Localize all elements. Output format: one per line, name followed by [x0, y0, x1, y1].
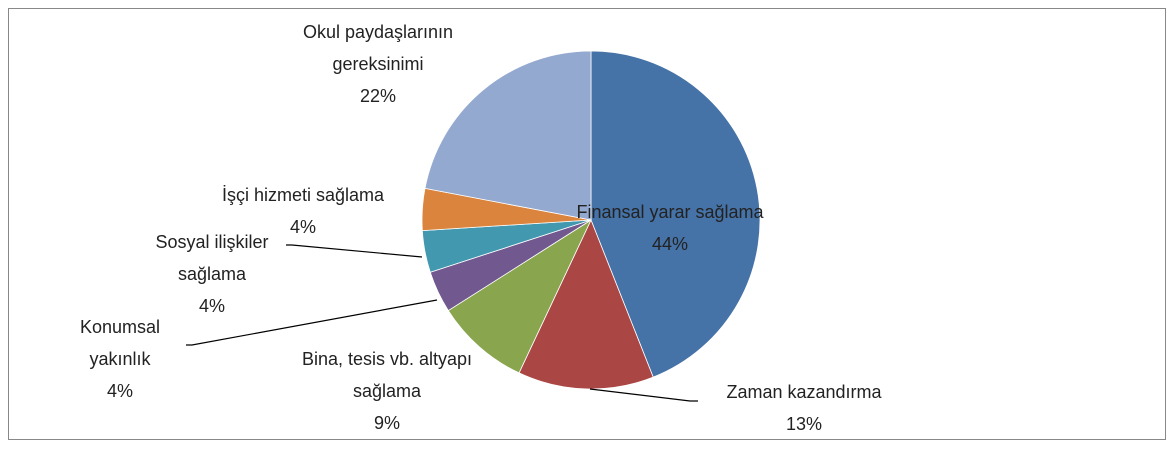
category-label: Zaman kazandırma	[726, 382, 882, 402]
value-label: 9%	[373, 413, 400, 433]
value-label: 4%	[198, 296, 225, 316]
value-label: 4%	[106, 381, 133, 401]
slice-label: Finansal yarar sağlama 44%	[570, 196, 770, 260]
pie-slice	[447, 218, 592, 374]
slice-label: Zaman kazandırma 13%	[684, 376, 924, 440]
pie-slice	[590, 50, 761, 378]
leader-line	[286, 244, 423, 258]
leader-line	[186, 299, 438, 346]
slice-label: Konumsal yakınlık 4%	[60, 311, 180, 407]
slice-label: Okul paydaşlarının gereksinimi 22%	[268, 16, 488, 112]
category-label: İşçi hizmeti sağlama	[221, 185, 385, 205]
value-label: 4%	[289, 217, 316, 237]
category-label: Bina, tesis vb. altyapı sağlama	[301, 349, 473, 401]
leader-line	[589, 388, 698, 402]
value-label: 22%	[359, 86, 397, 106]
slice-label: Sosyal ilişkiler sağlama 4%	[122, 226, 302, 322]
category-label: Konumsal yakınlık	[79, 317, 161, 369]
slice-label: İşçi hizmeti sağlama 4%	[183, 179, 423, 243]
value-label: 44%	[651, 234, 689, 254]
value-label: 13%	[785, 414, 823, 434]
category-label: Finansal yarar sağlama	[576, 202, 764, 222]
pie-slice	[424, 50, 592, 221]
pie-slice	[518, 218, 654, 390]
slice-label: Bina, tesis vb. altyapı sağlama 9%	[292, 343, 482, 439]
category-label: Sosyal ilişkiler sağlama	[155, 232, 269, 284]
category-label: Okul paydaşlarının gereksinimi	[302, 22, 454, 74]
